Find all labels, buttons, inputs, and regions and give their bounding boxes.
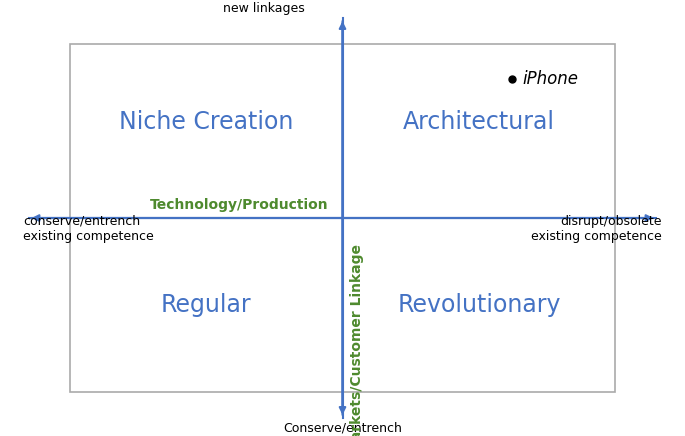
Text: disrupt existing/create
new linkages: disrupt existing/create new linkages bbox=[193, 0, 334, 15]
Text: Niche Creation: Niche Creation bbox=[119, 110, 293, 134]
Text: Revolutionary: Revolutionary bbox=[397, 293, 560, 317]
Text: Conserve/entrench
existing linkages: Conserve/entrench existing linkages bbox=[283, 421, 402, 436]
Text: Architectural: Architectural bbox=[403, 110, 555, 134]
Text: iPhone: iPhone bbox=[523, 70, 579, 88]
Text: Technology/Production: Technology/Production bbox=[150, 198, 329, 212]
Text: Markets/Customer Linkage: Markets/Customer Linkage bbox=[350, 244, 364, 436]
Text: conserve/entrench
existing competence: conserve/entrench existing competence bbox=[23, 215, 154, 242]
Text: disrupt/obsolete
existing competence: disrupt/obsolete existing competence bbox=[531, 215, 662, 242]
Text: Regular: Regular bbox=[161, 293, 251, 317]
